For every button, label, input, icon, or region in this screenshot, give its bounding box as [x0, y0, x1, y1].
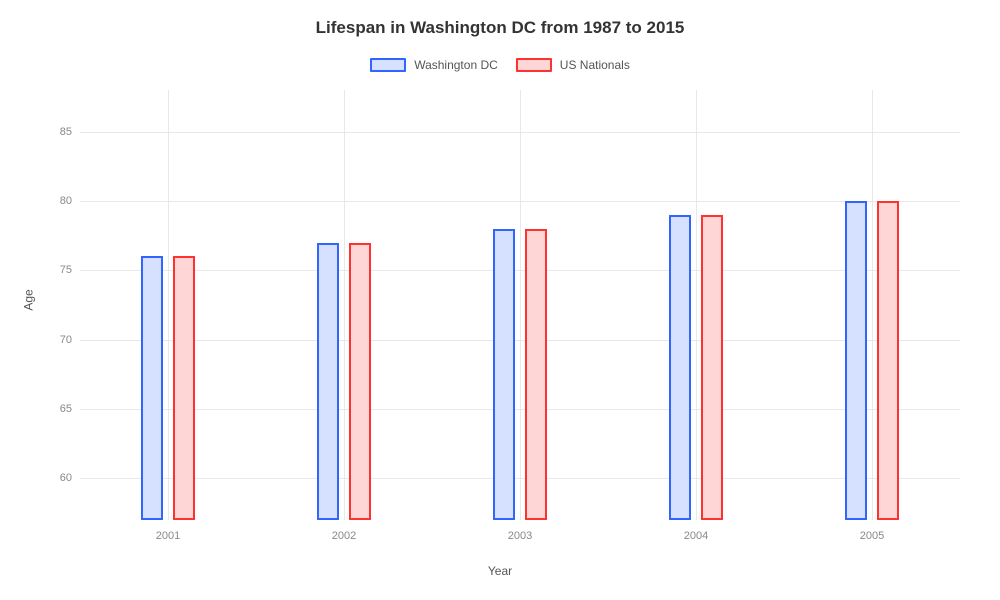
ytick-label: 70: [42, 334, 72, 346]
gridline-v: [696, 90, 697, 520]
bar: [141, 256, 163, 520]
bar: [845, 201, 867, 520]
legend-item-washington-dc: Washington DC: [370, 58, 498, 72]
gridline-v: [520, 90, 521, 520]
bar: [173, 256, 195, 520]
bar: [525, 229, 547, 520]
legend-swatch-us-nationals: [516, 58, 552, 72]
chart-container: Lifespan in Washington DC from 1987 to 2…: [0, 0, 1000, 600]
legend-item-us-nationals: US Nationals: [516, 58, 630, 72]
xtick-label: 2001: [156, 530, 180, 542]
xtick-label: 2003: [508, 530, 532, 542]
xtick-label: 2004: [684, 530, 708, 542]
xtick-label: 2005: [860, 530, 884, 542]
y-axis-title: Age: [22, 289, 36, 310]
x-axis-title: Year: [0, 564, 1000, 578]
xtick-label: 2002: [332, 530, 356, 542]
legend-swatch-washington-dc: [370, 58, 406, 72]
plot-area: 60657075808520012002200320042005: [80, 90, 960, 520]
ytick-label: 80: [42, 195, 72, 207]
bar: [701, 215, 723, 520]
chart-title: Lifespan in Washington DC from 1987 to 2…: [0, 18, 1000, 38]
ytick-label: 75: [42, 264, 72, 276]
bar: [349, 243, 371, 520]
legend-label-us-nationals: US Nationals: [560, 58, 630, 72]
bar: [877, 201, 899, 520]
gridline-v: [168, 90, 169, 520]
legend-label-washington-dc: Washington DC: [414, 58, 498, 72]
gridline-v: [872, 90, 873, 520]
ytick-label: 85: [42, 126, 72, 138]
bar: [317, 243, 339, 520]
legend: Washington DC US Nationals: [0, 58, 1000, 72]
bar: [669, 215, 691, 520]
ytick-label: 65: [42, 403, 72, 415]
ytick-label: 60: [42, 472, 72, 484]
gridline-v: [344, 90, 345, 520]
bar: [493, 229, 515, 520]
